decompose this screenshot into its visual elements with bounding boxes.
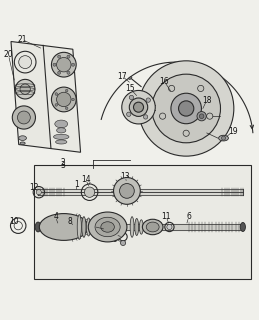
Circle shape (67, 71, 70, 74)
Ellipse shape (101, 222, 114, 232)
Circle shape (19, 56, 32, 68)
Ellipse shape (129, 77, 132, 79)
Text: 6: 6 (186, 212, 191, 221)
Circle shape (178, 101, 194, 116)
Circle shape (84, 187, 95, 197)
Circle shape (127, 112, 131, 116)
Circle shape (15, 79, 35, 99)
Circle shape (171, 93, 202, 124)
Circle shape (67, 55, 70, 58)
Circle shape (52, 52, 76, 77)
Text: 4: 4 (53, 212, 58, 221)
Circle shape (55, 93, 57, 95)
Text: 19: 19 (228, 127, 237, 136)
Circle shape (57, 71, 61, 74)
Ellipse shape (146, 222, 159, 232)
Text: 17: 17 (118, 72, 127, 81)
Ellipse shape (55, 120, 68, 128)
Circle shape (183, 130, 189, 136)
Text: 18: 18 (202, 96, 212, 105)
Text: 13: 13 (120, 172, 130, 181)
Ellipse shape (130, 217, 134, 237)
Circle shape (52, 87, 76, 112)
Ellipse shape (91, 219, 95, 235)
Circle shape (53, 63, 56, 66)
Circle shape (129, 98, 148, 116)
Text: 2: 2 (60, 158, 65, 167)
Circle shape (113, 178, 140, 204)
Ellipse shape (135, 219, 139, 236)
Text: 5: 5 (91, 222, 96, 231)
Ellipse shape (77, 215, 81, 239)
Text: 8: 8 (68, 217, 73, 226)
Circle shape (199, 114, 204, 118)
Circle shape (17, 111, 30, 124)
Circle shape (20, 84, 30, 94)
Ellipse shape (240, 222, 246, 231)
Ellipse shape (35, 222, 41, 232)
Text: 12: 12 (30, 183, 39, 192)
Text: 16: 16 (160, 77, 169, 86)
Ellipse shape (87, 218, 91, 236)
Text: 20: 20 (4, 50, 13, 60)
Circle shape (120, 240, 126, 245)
Circle shape (57, 92, 71, 107)
Circle shape (139, 61, 234, 156)
Text: 15: 15 (125, 84, 135, 93)
Circle shape (167, 224, 172, 229)
Text: 9: 9 (113, 235, 118, 244)
Circle shape (146, 98, 150, 102)
Ellipse shape (56, 140, 67, 144)
Circle shape (207, 113, 213, 119)
Circle shape (169, 85, 175, 92)
Circle shape (221, 136, 226, 140)
Text: 11: 11 (161, 212, 171, 221)
Circle shape (65, 89, 68, 92)
Circle shape (120, 184, 134, 198)
Text: 10: 10 (9, 217, 19, 226)
Circle shape (133, 102, 143, 112)
Text: 3: 3 (60, 161, 65, 170)
Circle shape (122, 91, 155, 124)
Ellipse shape (88, 212, 127, 242)
Circle shape (57, 55, 61, 58)
Text: 7: 7 (113, 230, 118, 239)
Ellipse shape (57, 128, 66, 133)
Circle shape (152, 74, 220, 143)
Ellipse shape (219, 135, 228, 141)
Circle shape (72, 98, 74, 101)
Circle shape (36, 190, 41, 195)
Circle shape (57, 58, 71, 72)
Circle shape (198, 85, 204, 92)
Ellipse shape (20, 142, 25, 145)
Circle shape (197, 112, 206, 121)
Text: 1: 1 (74, 180, 79, 189)
Circle shape (129, 95, 134, 100)
Circle shape (143, 115, 148, 119)
Ellipse shape (142, 219, 163, 235)
Circle shape (55, 104, 57, 106)
Polygon shape (11, 42, 81, 152)
Circle shape (71, 63, 75, 66)
Ellipse shape (139, 220, 143, 234)
Ellipse shape (39, 213, 88, 240)
Circle shape (12, 106, 35, 129)
Text: 21: 21 (17, 35, 27, 44)
Ellipse shape (54, 134, 69, 140)
Circle shape (65, 107, 68, 109)
Ellipse shape (95, 217, 120, 237)
Ellipse shape (82, 217, 86, 237)
Text: 14: 14 (81, 175, 90, 184)
Ellipse shape (19, 136, 26, 140)
Bar (34, 165, 250, 278)
Circle shape (160, 113, 166, 119)
